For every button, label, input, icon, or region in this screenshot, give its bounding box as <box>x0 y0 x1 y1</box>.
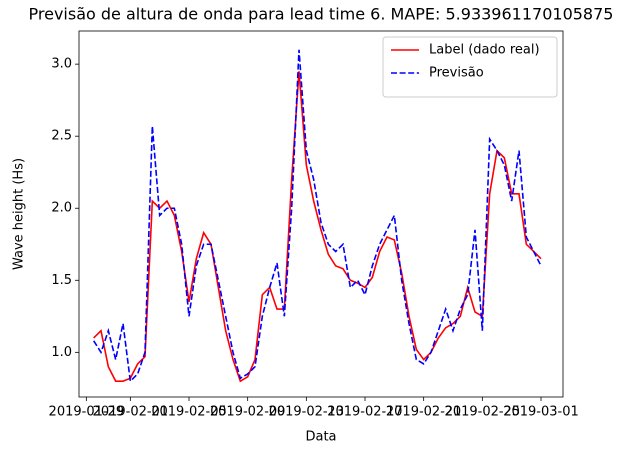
y-tick-label: 2.0 <box>51 201 72 216</box>
y-tick-label: 3.0 <box>51 57 72 72</box>
axes-frame <box>78 30 564 398</box>
x-tick-label: 2019-01-29 <box>49 405 125 420</box>
x-tick-label: 2019-02-05 <box>151 405 227 420</box>
x-tick-label: 2019-02-21 <box>386 405 462 420</box>
chart-title: Previsão de altura de onda para lead tim… <box>29 5 614 24</box>
line-series <box>92 49 542 383</box>
legend-label: Label (dado real) <box>429 43 540 58</box>
x-tick-label: 2019-02-01 <box>93 405 169 420</box>
y-tick-label: 2.5 <box>51 129 72 144</box>
x-tick-label: 2019-02-13 <box>269 405 345 420</box>
y-axis-label: Wave height (Hs) <box>12 158 27 270</box>
y-tick-label: 1.5 <box>51 273 72 288</box>
x-tick-label: 2019-02-25 <box>445 405 521 420</box>
y-tick-label: 1.0 <box>51 345 72 360</box>
legend-label: Previsão <box>429 66 484 81</box>
x-tick-label: 2019-02-09 <box>210 405 286 420</box>
line-series <box>93 71 542 383</box>
x-axis-label: Data <box>305 430 336 445</box>
x-tick-label: 2019-03-01 <box>503 405 579 420</box>
x-tick-label: 2019-02-17 <box>327 405 403 420</box>
legend-box <box>382 36 558 98</box>
